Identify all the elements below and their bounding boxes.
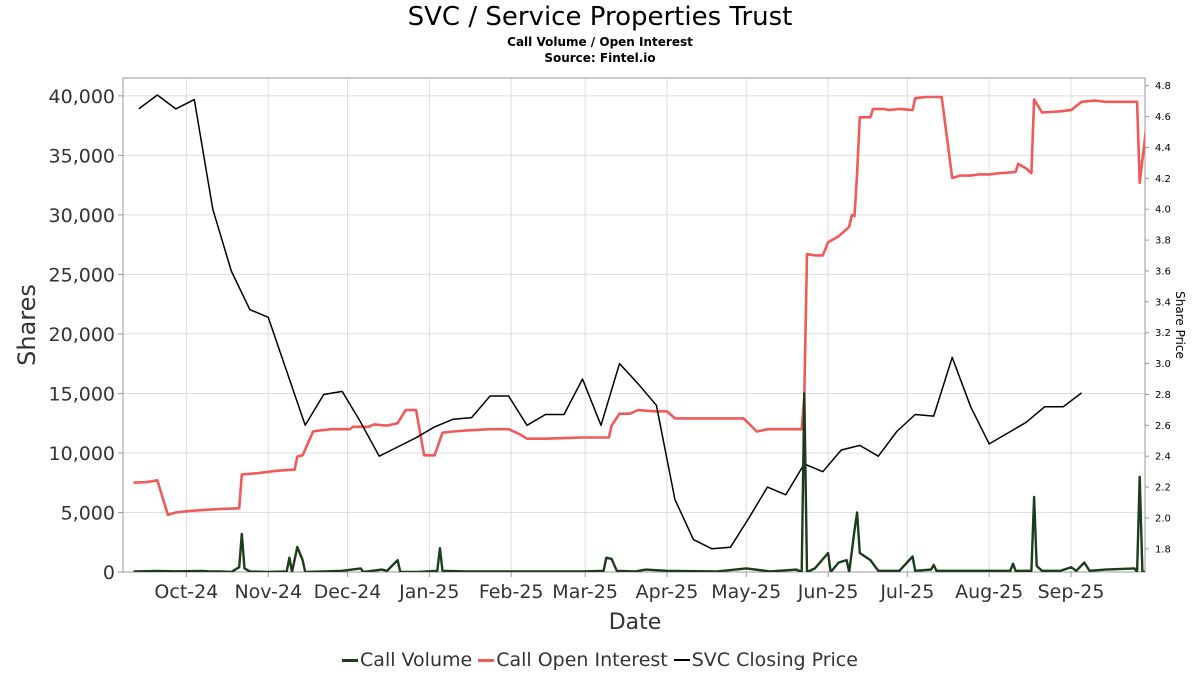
y2-tick-label: 3.8 <box>1155 236 1171 247</box>
x-tick-label: Feb-25 <box>479 581 544 603</box>
chart-subtitle: Call Volume / Open Interest <box>507 35 693 49</box>
y-tick-label: 25,000 <box>49 264 115 286</box>
y-tick-label: 30,000 <box>49 205 115 227</box>
y-tick-label: 40,000 <box>49 86 115 108</box>
legend-item-call-open-interest: Call Open Interest <box>478 649 668 671</box>
y-axis-label: Shares <box>13 284 41 366</box>
legend-item-call-volume: Call Volume <box>342 649 472 671</box>
legend-swatch-closing-price <box>673 659 690 661</box>
y2-tick-label: 4.4 <box>1155 143 1171 154</box>
legend-item-closing-price: SVC Closing Price <box>673 649 858 671</box>
legend-label-call-open-interest: Call Open Interest <box>496 649 668 671</box>
series-call-open-interest <box>133 95 1145 517</box>
y2-axis-label: Share Price <box>1173 291 1187 359</box>
x-tick-label: May-25 <box>711 581 781 603</box>
chart-title: SVC / Service Properties Trust <box>407 2 793 32</box>
y-tick-label: 10,000 <box>49 443 115 465</box>
x-tick-label: Dec-24 <box>314 581 382 603</box>
y2-tick-label: 4.8 <box>1155 81 1171 92</box>
legend-label-call-volume: Call Volume <box>360 649 473 671</box>
legend-swatch-call-volume <box>342 658 359 662</box>
x-tick-label: Apr-25 <box>636 581 699 603</box>
x-tick-label: Aug-25 <box>955 581 1023 603</box>
y2-tick-label: 4.2 <box>1155 174 1171 185</box>
y-tick-label: 5,000 <box>61 502 115 524</box>
y2-tick-label: 4.6 <box>1155 112 1171 123</box>
legend: Call Volume Call Open Interest SVC Closi… <box>0 646 1200 674</box>
y2-tick-label: 2.2 <box>1155 483 1171 494</box>
y2-tick-label: 1.8 <box>1155 544 1171 555</box>
y2-tick-label: 3.4 <box>1155 297 1171 308</box>
y-tick-label: 35,000 <box>49 145 115 167</box>
y2-tick-label: 2.6 <box>1155 421 1171 432</box>
x-tick-label: Jul-25 <box>879 581 934 603</box>
y2-tick-label: 2.8 <box>1155 390 1171 401</box>
chart-source: Source: Fintel.io <box>544 51 656 65</box>
x-tick-label: Oct-24 <box>154 581 218 603</box>
plot-area <box>123 78 1145 572</box>
legend-label-closing-price: SVC Closing Price <box>691 649 858 671</box>
legend-swatch-call-open-interest <box>478 658 495 662</box>
y-tick-label: 15,000 <box>49 383 115 405</box>
x-tick-label: Mar-25 <box>552 581 618 603</box>
y2-tick-label: 3.2 <box>1155 328 1171 339</box>
y2-tick-label: 2.4 <box>1155 452 1171 463</box>
series-closing-price <box>138 94 1083 550</box>
y2-tick-label: 4.0 <box>1155 205 1171 216</box>
x-tick-label: Jun-25 <box>797 581 859 603</box>
x-tick-label: Jan-25 <box>398 581 459 603</box>
y2-tick-label: 2.0 <box>1155 513 1171 524</box>
x-tick-label: Sep-25 <box>1038 581 1105 603</box>
x-axis-label: Date <box>609 610 662 635</box>
y2-tick-label: 3.6 <box>1155 266 1171 277</box>
y-tick-label: 20,000 <box>49 324 115 346</box>
y2-tick-label: 3.0 <box>1155 359 1171 370</box>
x-tick-label: Nov-24 <box>234 581 302 603</box>
series-call-volume <box>133 392 1145 572</box>
y-tick-label: 0 <box>103 562 115 584</box>
